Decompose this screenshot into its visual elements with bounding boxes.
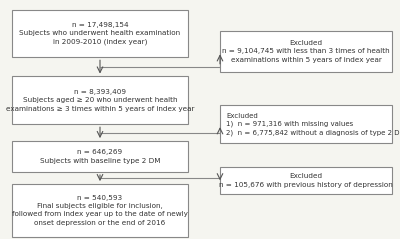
Text: n = 540,593
Final subjects eligible for inclusion,
followed from index year up t: n = 540,593 Final subjects eligible for … [12, 195, 188, 226]
FancyBboxPatch shape [220, 105, 392, 143]
FancyBboxPatch shape [12, 76, 188, 124]
Text: Excluded
n = 105,676 with previous history of depression: Excluded n = 105,676 with previous histo… [219, 173, 393, 188]
FancyBboxPatch shape [12, 10, 188, 57]
FancyBboxPatch shape [220, 31, 392, 72]
Text: n = 646,269
Subjects with baseline type 2 DM: n = 646,269 Subjects with baseline type … [40, 149, 160, 164]
FancyBboxPatch shape [12, 141, 188, 172]
FancyBboxPatch shape [12, 184, 188, 237]
Text: Excluded
n = 9,104,745 with less than 3 times of health
examinations within 5 ye: Excluded n = 9,104,745 with less than 3 … [222, 40, 390, 63]
Text: n = 8,393,409
Subjects aged ≥ 20 who underwent health
examinations ≥ 3 times wit: n = 8,393,409 Subjects aged ≥ 20 who und… [6, 89, 194, 112]
Text: Excluded
1)  n = 971,316 with missing values
2)  n = 6,775,842 without a diagnos: Excluded 1) n = 971,316 with missing val… [226, 113, 400, 136]
Text: n = 17,498,154
Subjects who underwent health examination
in 2009-2010 (index yea: n = 17,498,154 Subjects who underwent he… [20, 22, 180, 45]
FancyBboxPatch shape [220, 167, 392, 194]
